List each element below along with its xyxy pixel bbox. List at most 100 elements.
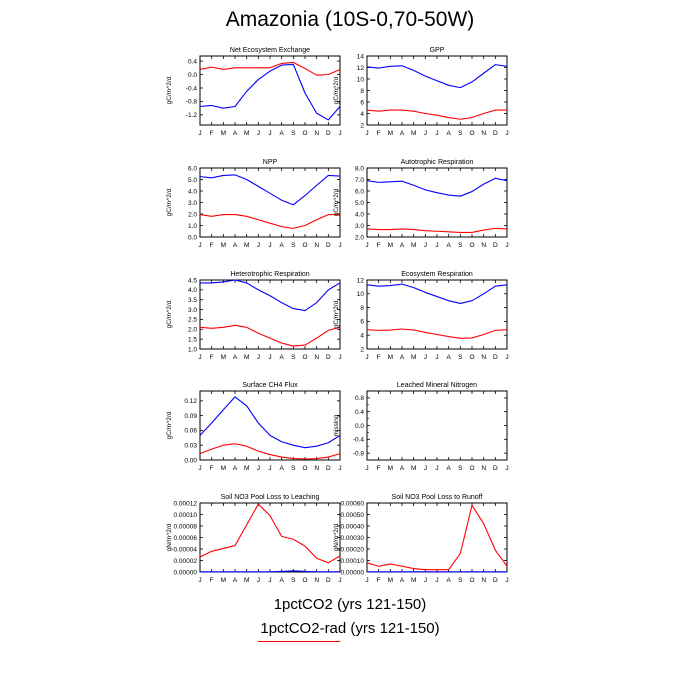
panel-4-ytick-label: 3.0: [355, 223, 364, 230]
panel-5-xtick-label: J: [338, 354, 341, 361]
panel-10-xtick-label: M: [388, 577, 393, 584]
panel-6-title: Ecosystem Respiration: [401, 271, 473, 278]
panel-8-frame: [366, 390, 508, 461]
panel-8-xtick-label: D: [493, 465, 498, 472]
panel-2-ytick-label: 12: [357, 65, 365, 72]
panel-4-xtick-label: J: [435, 242, 438, 249]
panel-1-xtick-label: J: [338, 130, 341, 137]
panel-4-xtick-label: F: [377, 242, 381, 249]
panel-6-xtick-label: J: [365, 354, 368, 361]
panel-2-xtick-label: J: [505, 130, 508, 137]
panel-10-xtick-label: J: [435, 577, 438, 584]
panel-5-ytick-label: 1.5: [188, 336, 197, 343]
panel-5-ytick-label: 4.5: [188, 277, 197, 284]
panel-10-xtick-label: J: [505, 577, 508, 584]
panel-3-xtick-label: J: [198, 242, 201, 249]
legend-swatch-2: [258, 641, 340, 642]
panel-4-series-2-line: [366, 227, 508, 233]
panel-9-ytick-label: 0.00012: [174, 500, 198, 507]
panel-7-ytick-label: 0.06: [184, 428, 197, 435]
panel-3-ylabel: gC/m^2/d: [166, 188, 173, 216]
panel-8-xtick-label: J: [435, 465, 438, 472]
panel-7-ytick-label: 0.09: [184, 413, 197, 420]
panel-9-title: Soil NO3 Pool Loss to Leaching: [221, 494, 320, 501]
panel-5-xtick-label: N: [314, 354, 319, 361]
panel-3-xtick-label: N: [314, 242, 319, 249]
panel-10-xtick-label: N: [481, 577, 486, 584]
panel-3-xtick-label: F: [210, 242, 214, 249]
panel-4-ytick-label: 5.0: [355, 200, 364, 207]
panel-1-series-1-line: [199, 63, 341, 121]
panel-2-xtick-label: D: [493, 130, 498, 137]
panel-5-xtick-label: J: [257, 354, 260, 361]
panel-5-series-2-line: [199, 324, 341, 347]
panel-5-xtick-label: M: [244, 354, 249, 361]
panel-4-xtick-label: J: [505, 242, 508, 249]
panel-10-xtick-label: S: [458, 577, 463, 584]
panel-8-title: Leached Mineral Nitrogen: [397, 382, 477, 389]
panel-3-xtick-label: S: [291, 242, 296, 249]
panel-9-xtick-label: J: [268, 577, 271, 584]
panel-8-xtick-label: M: [411, 465, 416, 472]
panel-2-xtick-label: J: [424, 130, 427, 137]
panel-4-xtick-label: J: [365, 242, 368, 249]
panel-1-ytick-label: 0.4: [188, 58, 197, 65]
legend-label-2: 1pctCO2-rad (yrs 121-150): [260, 620, 440, 637]
panel-10-xtick-label: A: [446, 577, 451, 584]
panel-7-xtick-label: F: [210, 465, 214, 472]
panel-5-ytick-label: 1.0: [188, 346, 197, 353]
panel-2-xtick-label: F: [377, 130, 381, 137]
panel-8-xtick-label: S: [458, 465, 463, 472]
panel-5-xtick-label: M: [221, 354, 226, 361]
panel-5-xtick-label: S: [291, 354, 296, 361]
panel-7-xtick-label: A: [279, 465, 284, 472]
panel-1-xtick-label: S: [291, 130, 296, 137]
panel-10-xtick-label: D: [493, 577, 498, 584]
panel-3-series-2-line: [199, 214, 340, 229]
panel-4-ytick-label: 7.0: [355, 177, 364, 184]
panel-8-ytick-label: 0.4: [355, 409, 364, 416]
panel-2-xtick-label: S: [458, 130, 463, 137]
panel-9-xtick-label: O: [302, 577, 307, 584]
panel-2-ytick-label: 4: [360, 111, 364, 118]
panel-1-ytick-label: 0.0: [188, 72, 197, 79]
panel-7-title: Surface CH4 Flux: [242, 382, 298, 389]
panel-9-frame: [199, 502, 341, 573]
panel-10-title: Soil NO3 Pool Loss to Runoff: [392, 494, 483, 501]
panel-6-xtick-label: N: [481, 354, 486, 361]
panel-3-frame: [199, 167, 341, 238]
panel-4-frame: [366, 167, 508, 238]
panel-4-xtick-label: N: [481, 242, 486, 249]
panel-2-series-1-line: [366, 64, 508, 89]
panel-6-series-2-line: [366, 328, 508, 339]
panel-1-xtick-label: A: [233, 130, 238, 137]
panel-3-ytick-label: 0.0: [188, 234, 197, 241]
panel-3-ytick-label: 4.0: [188, 188, 197, 195]
panel-3-title: NPP: [263, 159, 278, 166]
panel-2-xtick-label: A: [400, 130, 405, 137]
panel-7-series-1-line: [199, 396, 341, 449]
panel-10-ytick-label: 0.00010: [341, 558, 365, 565]
panel-1-title: Net Ecosystem Exchange: [230, 47, 310, 54]
panel-2-xtick-label: O: [469, 130, 474, 137]
panel-9-xtick-label: F: [210, 577, 214, 584]
panel-2-ytick-label: 8: [360, 88, 364, 95]
panel-10-ytick-label: 0.00000: [341, 569, 365, 576]
panel-9-ytick-label: 0.00010: [174, 512, 198, 519]
panel-7-ylabel: gC/m^2/d: [166, 411, 173, 439]
panel-3-xtick-label: O: [302, 242, 307, 249]
panel-6-ytick-label: 10: [357, 291, 365, 298]
panel-3-xtick-label: A: [279, 242, 284, 249]
panel-1-xtick-label: M: [244, 130, 249, 137]
panel-4-title: Autotrophic Respiration: [401, 159, 474, 166]
panel-4-xtick-label: S: [458, 242, 463, 249]
panel-2-xtick-label: M: [388, 130, 393, 137]
panel-6-frame: [366, 279, 508, 350]
panel-2-ytick-label: 10: [357, 76, 365, 83]
panel-9-xtick-label: S: [291, 577, 296, 584]
panel-4-xtick-label: D: [493, 242, 498, 249]
panel-4-ylabel: gC/m^2/d: [333, 188, 340, 216]
panel-2-ytick-label: 6: [360, 99, 364, 106]
panel-6-xtick-label: O: [469, 354, 474, 361]
